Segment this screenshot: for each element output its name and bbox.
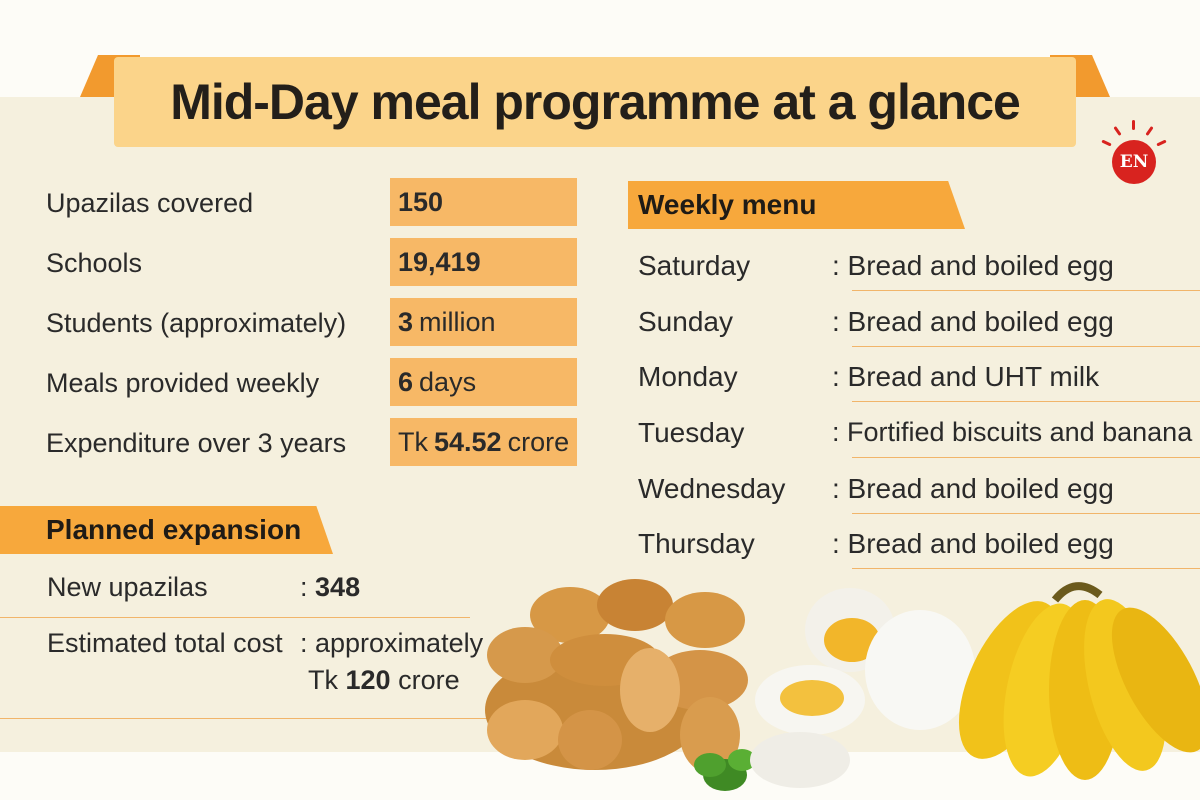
menu-meal: : Fortified biscuits and banana <box>832 417 1193 447</box>
stat-currency: Tk <box>398 426 428 457</box>
banner-body: Mid-Day meal programme at a glance <box>114 57 1076 147</box>
expansion-label: New upazilas <box>47 572 208 602</box>
expansion-heading: Planned expansion <box>0 506 333 554</box>
divider <box>852 457 1200 458</box>
menu-meal: : Bread and boiled egg <box>832 306 1114 337</box>
divider <box>852 290 1200 291</box>
title-banner: Mid-Day meal programme at a glance <box>80 55 1110 150</box>
menu-meal: : Bread and UHT milk <box>832 361 1100 392</box>
logo-ray <box>1145 126 1154 136</box>
colon: : <box>300 572 308 602</box>
stat-label: Schools <box>46 248 143 278</box>
currency: Tk <box>308 665 338 695</box>
stat-value-box: 150 <box>390 178 577 226</box>
food-illustration <box>485 579 1200 791</box>
menu-day: Monday <box>638 361 738 392</box>
menu-meal: : Bread and boiled egg <box>832 473 1114 504</box>
menu-day: Tuesday <box>638 417 745 448</box>
stat-value: 150 <box>398 186 444 217</box>
stat-label: Meals provided weekly <box>46 368 320 398</box>
menu-meal: : Bread and boiled egg <box>832 528 1114 559</box>
logo-ray <box>1101 139 1112 147</box>
stat-value-box: 3 million <box>390 298 577 346</box>
divider <box>852 513 1200 514</box>
stat-unit: million <box>419 306 496 337</box>
stat-value-box: 19,419 <box>390 238 577 286</box>
expansion-label: Estimated total cost <box>47 628 283 658</box>
stat-value-box: 6 days <box>390 358 577 406</box>
sun-logo-icon: EN <box>1100 118 1175 188</box>
logo-ray <box>1156 139 1167 147</box>
page-title: Mid-Day meal programme at a glance <box>170 74 1021 130</box>
menu-meal: : Bread and boiled egg <box>832 250 1114 281</box>
menu-day: Thursday <box>638 528 755 559</box>
bread-rolls-illustration <box>485 579 756 791</box>
menu-day: Saturday <box>638 250 751 281</box>
divider <box>852 401 1200 402</box>
weekly-menu-heading: Weekly menu <box>628 181 965 229</box>
logo-ray <box>1113 126 1122 136</box>
stat-value: 54.52 <box>434 426 502 457</box>
stat-value: 19,419 <box>398 246 481 277</box>
stat-value: 3 <box>398 306 414 337</box>
stat-label: Students (approximately) <box>46 308 347 338</box>
stat-unit: days <box>419 366 477 397</box>
new-upazilas-value: 348 <box>315 572 361 602</box>
stat-label: Expenditure over 3 years <box>46 428 347 458</box>
divider <box>852 346 1200 347</box>
divider <box>852 568 1200 569</box>
divider <box>0 617 470 618</box>
stat-unit: crore <box>507 426 570 457</box>
expansion-value: : 348 <box>300 572 360 603</box>
divider <box>0 718 575 719</box>
unit: crore <box>398 665 460 695</box>
boiled-eggs-illustration <box>750 588 975 788</box>
logo-ray <box>1132 120 1135 130</box>
stat-value: 6 <box>398 366 414 397</box>
stat-value-box: Tk 54.52 crore <box>390 418 577 466</box>
menu-day: Wednesday <box>638 473 786 504</box>
logo-badge: EN <box>1112 140 1156 184</box>
stat-label: Upazilas covered <box>46 188 254 218</box>
menu-day: Sunday <box>638 306 733 337</box>
cost-value: 120 <box>345 665 391 695</box>
banana-bunch-illustration <box>958 582 1200 780</box>
expansion-value: Tk 120 crore <box>308 665 460 696</box>
expansion-value: : approximately <box>300 628 484 658</box>
